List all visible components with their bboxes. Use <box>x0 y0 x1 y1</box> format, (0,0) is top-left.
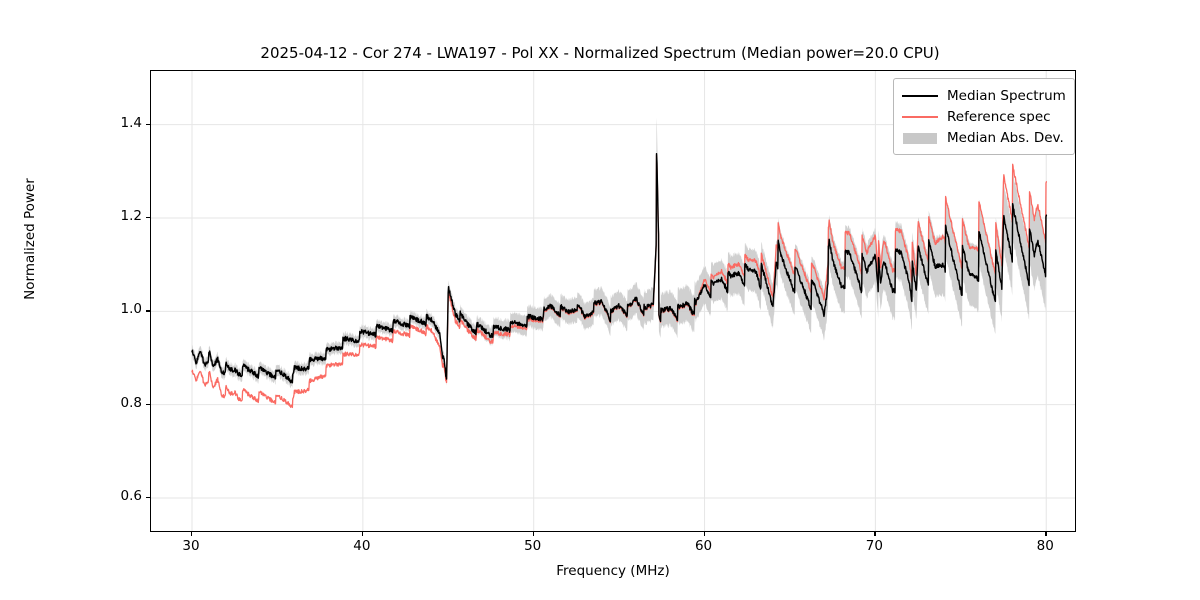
legend-key-line-icon <box>902 110 938 124</box>
y-axis-label: Normalized Power <box>22 0 42 470</box>
y-tick-mark <box>146 497 150 499</box>
chart-legend[interactable]: Median Spectrum Reference spec Median Ab… <box>893 78 1075 155</box>
x-tick-label: 30 <box>182 538 200 554</box>
y-tick-label: 1.2 <box>120 208 142 224</box>
legend-label-median-spectrum: Median Spectrum <box>947 87 1066 104</box>
legend-item-reference-spec[interactable]: Reference spec <box>902 106 1066 127</box>
y-tick-label: 0.8 <box>120 394 142 411</box>
x-tick-label: 50 <box>524 538 542 554</box>
x-tick-mark <box>1045 532 1047 536</box>
y-axis-label-text: Normalized Power <box>22 178 38 300</box>
legend-label-reference-spec: Reference spec <box>947 108 1051 125</box>
mad-band-area <box>192 117 1047 389</box>
legend-key-patch-icon <box>902 131 938 145</box>
legend-item-median-abs-dev[interactable]: Median Abs. Dev. <box>902 127 1066 148</box>
legend-key-line-icon <box>902 89 938 103</box>
x-tick-label: 70 <box>865 538 883 554</box>
spectrum-plot-svg <box>151 71 1075 531</box>
x-tick-label: 60 <box>694 538 713 554</box>
x-tick-mark <box>191 532 193 536</box>
y-tick-mark <box>146 217 150 219</box>
x-tick-mark <box>874 532 876 536</box>
legend-item-median-spectrum[interactable]: Median Spectrum <box>902 85 1066 106</box>
x-tick-mark <box>703 532 705 536</box>
x-tick-label: 80 <box>1036 538 1054 554</box>
y-tick-label: 1.4 <box>120 114 142 131</box>
x-tick-mark <box>361 532 364 536</box>
legend-label-median-abs-dev: Median Abs. Dev. <box>947 129 1064 146</box>
y-tick-mark <box>146 310 150 312</box>
y-tick-label: 0.6 <box>120 488 142 504</box>
x-axis-label: Frequency (MHz) <box>556 563 670 579</box>
y-tick-mark <box>146 123 150 125</box>
series-lines <box>191 152 1048 409</box>
y-tick-mark <box>146 403 150 405</box>
y-tick-label: 1.0 <box>120 301 142 318</box>
x-tick-label: 40 <box>353 538 371 554</box>
x-tick-mark <box>532 532 534 536</box>
chart-title: 2025-04-12 - Cor 274 - LWA197 - Pol XX -… <box>260 44 940 62</box>
